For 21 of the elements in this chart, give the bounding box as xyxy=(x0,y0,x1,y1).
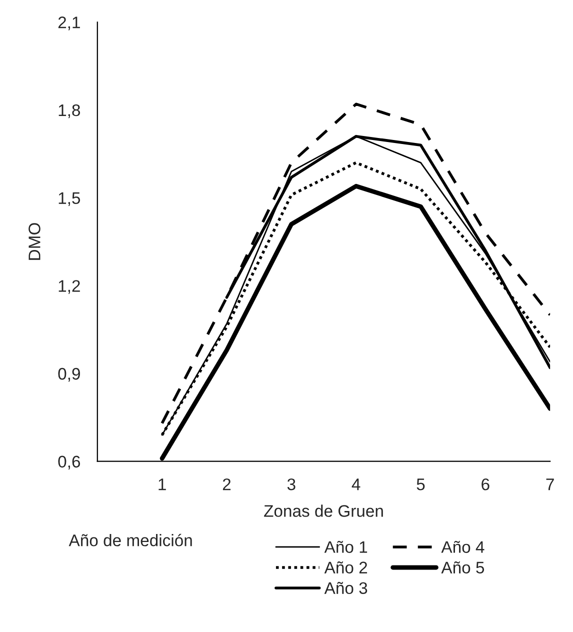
y-tick-label: 1,8 xyxy=(58,104,80,118)
x-tick-label: 5 xyxy=(416,478,425,490)
y-axis-title: DMO xyxy=(28,223,40,260)
legend-label: Año 1 xyxy=(324,540,368,553)
legend-label: Año 3 xyxy=(324,582,368,594)
y-tick-label: 1,2 xyxy=(58,280,80,294)
x-tick-label: 7 xyxy=(546,478,554,490)
legend-label: Año 4 xyxy=(441,540,484,553)
x-tick-label: 2 xyxy=(222,478,231,490)
y-tick-label: 1,5 xyxy=(58,192,80,206)
y-tick-label: 2,1 xyxy=(58,16,80,30)
x-tick-label: 4 xyxy=(352,478,360,490)
x-tick-label: 1 xyxy=(158,478,166,490)
x-tick-label: 6 xyxy=(482,478,490,490)
legend-label: Año 5 xyxy=(441,561,484,574)
legend-title: Año de medición xyxy=(68,534,192,546)
legend-label: Año 2 xyxy=(324,561,368,574)
x-tick-label: 3 xyxy=(287,478,296,490)
x-axis-title: Zonas de Gruen xyxy=(264,504,383,517)
y-tick-label: 0,6 xyxy=(58,456,80,470)
y-tick-label: 0,9 xyxy=(58,368,80,382)
